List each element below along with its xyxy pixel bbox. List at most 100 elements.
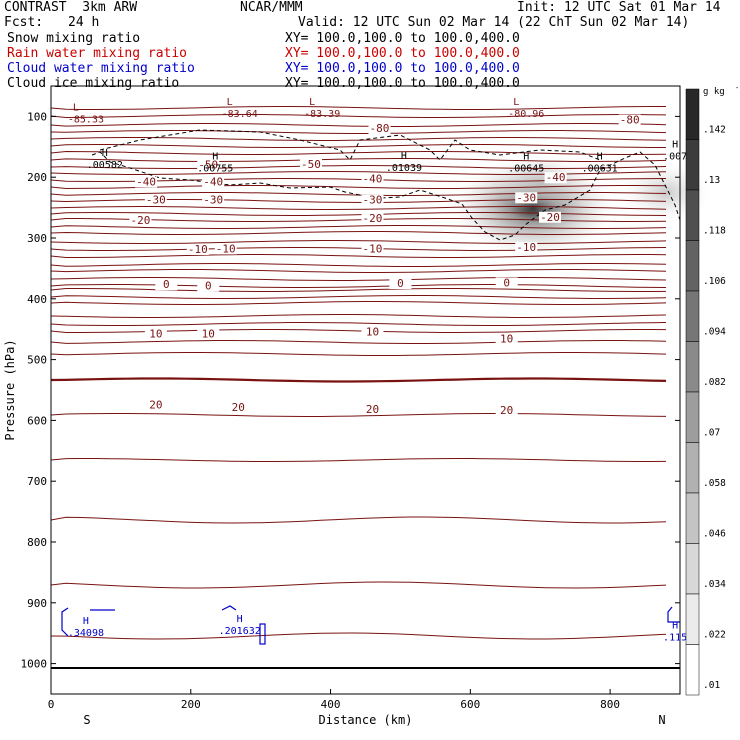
- temperature-contour-line-18: [50, 231, 667, 235]
- temperature-contour-line-26: [50, 288, 667, 292]
- y-tick-label-900: 900: [27, 597, 47, 610]
- contour-label-bg--50-0: [197, 159, 220, 171]
- colorbar-segment-11: [685, 644, 700, 696]
- contour-label--50-1: -50: [301, 158, 321, 171]
- colorbar-segment-8: [685, 492, 700, 544]
- contour-label--10-2: -10: [363, 242, 383, 255]
- temperature-contour-line-0: [50, 106, 666, 110]
- contour-label--10-3: -10: [516, 241, 536, 254]
- cloud-ice-shading-2: [495, 153, 586, 214]
- contour-label-0-2: 0: [397, 277, 404, 290]
- temperature-contour-line-33: [50, 352, 667, 356]
- contour-label-0-0: 0: [163, 278, 170, 291]
- temperature-contour-line-14: [50, 206, 667, 210]
- contour-label-0-3: 0: [503, 276, 510, 289]
- temperature-contour-line-8: [50, 165, 667, 169]
- colorbar-segment-9: [685, 543, 700, 595]
- temperature-contour-line-29: [50, 314, 667, 318]
- temperature-contour-line-5: [50, 144, 666, 148]
- snow-high-value-0: .00582: [87, 160, 123, 171]
- cloud-ice-contour: [99, 129, 601, 161]
- contour-label-bg--20-0: [129, 214, 152, 226]
- contour-label--10-1: -10: [216, 242, 236, 255]
- temperature-contour-line-7: [50, 158, 667, 162]
- contour-label-bg-20-0: [144, 399, 167, 411]
- contour-label-bg--30-0: [144, 194, 167, 206]
- field-cloudwater-xy: XY= 100.0,100.0 to 100.0,400.0: [285, 61, 520, 76]
- colorbar-segment-3: [685, 240, 700, 292]
- contour-label-10-3: 10: [500, 332, 513, 345]
- snow-high-marker-5: H: [672, 140, 678, 151]
- contour-label--30-0: -30: [146, 194, 166, 207]
- cloud-water-high-marker-0: H: [83, 616, 89, 627]
- contour-label-bg-0-1: [197, 280, 220, 292]
- snow-high-value-3: .00645: [508, 164, 544, 175]
- y-tick-label-800: 800: [27, 536, 47, 549]
- contour-label-bg--10-0: [186, 243, 209, 255]
- contour-label-bg--40-2: [361, 173, 384, 185]
- cloud-water-high-marker-2: H: [672, 620, 678, 631]
- snow-high-marker-1: H: [212, 152, 218, 163]
- temp-low-value-1: -83.64: [222, 109, 258, 120]
- temperature-contour-line-24: [50, 277, 667, 281]
- contour-label-bg--10-2: [361, 243, 384, 255]
- contour-label-10-2: 10: [366, 326, 379, 339]
- temperature-contour-line-38: [50, 581, 667, 589]
- temperature-contour-line-25: [50, 284, 667, 288]
- field-cloudice-name: Cloud ice mixing ratio: [7, 76, 180, 91]
- temperature-contour-line-32: [50, 340, 667, 344]
- contour-label-bg--80-1: [618, 114, 641, 126]
- y-tick-label-100: 100: [27, 110, 47, 123]
- contour-label-bg--50-1: [299, 158, 322, 170]
- temperature-contour-line-1: [50, 114, 667, 119]
- y-axis-label: Pressure (hPa): [3, 339, 17, 440]
- cloud-water-high-marker-1: H: [237, 614, 243, 625]
- temperature-contour-line-17: [50, 225, 667, 229]
- y-tick-label-400: 400: [27, 293, 47, 306]
- colorbar-label-4: .094: [703, 326, 726, 337]
- contour-label-bg-20-2: [361, 403, 384, 415]
- temp-low-marker-1: L: [227, 97, 233, 108]
- temperature-contour-line-34: [50, 377, 667, 383]
- colorbar-segment-10: [685, 593, 700, 645]
- contour-label--80-0: -80: [370, 122, 390, 135]
- temp-low-value-3: -80.96: [508, 109, 544, 120]
- contour-label-bg-10-2: [361, 326, 384, 338]
- contour-label-20-1: 20: [232, 401, 245, 414]
- snow-high-value-1: .00755: [197, 164, 233, 175]
- temperature-contour-line-2: [50, 123, 667, 127]
- temp-low-value-0: -85.33: [68, 115, 104, 126]
- colorbar-label-7: .058: [703, 478, 726, 489]
- contour-label-bg--30-1: [202, 194, 225, 206]
- snow-high-marker-4: H: [597, 152, 603, 163]
- colorbar-label-9: .034: [703, 579, 726, 590]
- contour-label-bg-20-1: [227, 402, 250, 414]
- temp-low-marker-2: L: [309, 97, 315, 108]
- cloud-water-high-value-1: .201632: [219, 626, 261, 637]
- colorbar-label-5: .082: [703, 377, 726, 388]
- contour-label-bg--20-1: [361, 212, 384, 224]
- temperature-contour-line-22: [50, 263, 667, 267]
- colorbar-segment-1: [685, 139, 700, 191]
- contour-label-bg-10-1: [197, 328, 220, 340]
- x-tick-label-200: 200: [181, 698, 201, 711]
- contour-label-bg--10-3: [515, 242, 538, 254]
- colorbar-label-11: .01: [703, 680, 720, 691]
- x-tick-label-600: 600: [460, 698, 480, 711]
- contour-label-bg--40-1: [202, 176, 225, 188]
- y-tick-label-200: 200: [27, 171, 47, 184]
- contour-label-bg-10-3: [495, 333, 518, 345]
- contour-label--10-0: -10: [188, 243, 208, 256]
- contour-label--40-3: -40: [546, 171, 566, 184]
- cloud-water-high-value-2: .115: [663, 632, 687, 643]
- contour-label-bg--30-2: [361, 194, 384, 206]
- x-tick-label-400: 400: [321, 698, 341, 711]
- y-tick-label-600: 600: [27, 414, 47, 427]
- contour-label-bg--40-0: [135, 176, 158, 188]
- y-tick-label-1000: 1000: [21, 658, 48, 671]
- temperature-contour-line-36: [50, 458, 667, 462]
- contour-label-bg--20-2: [539, 211, 562, 223]
- snow-high-marker-2: H: [401, 151, 407, 162]
- fcst-label: Fcst:: [4, 15, 44, 30]
- temperature-contour-line-39: [50, 632, 667, 640]
